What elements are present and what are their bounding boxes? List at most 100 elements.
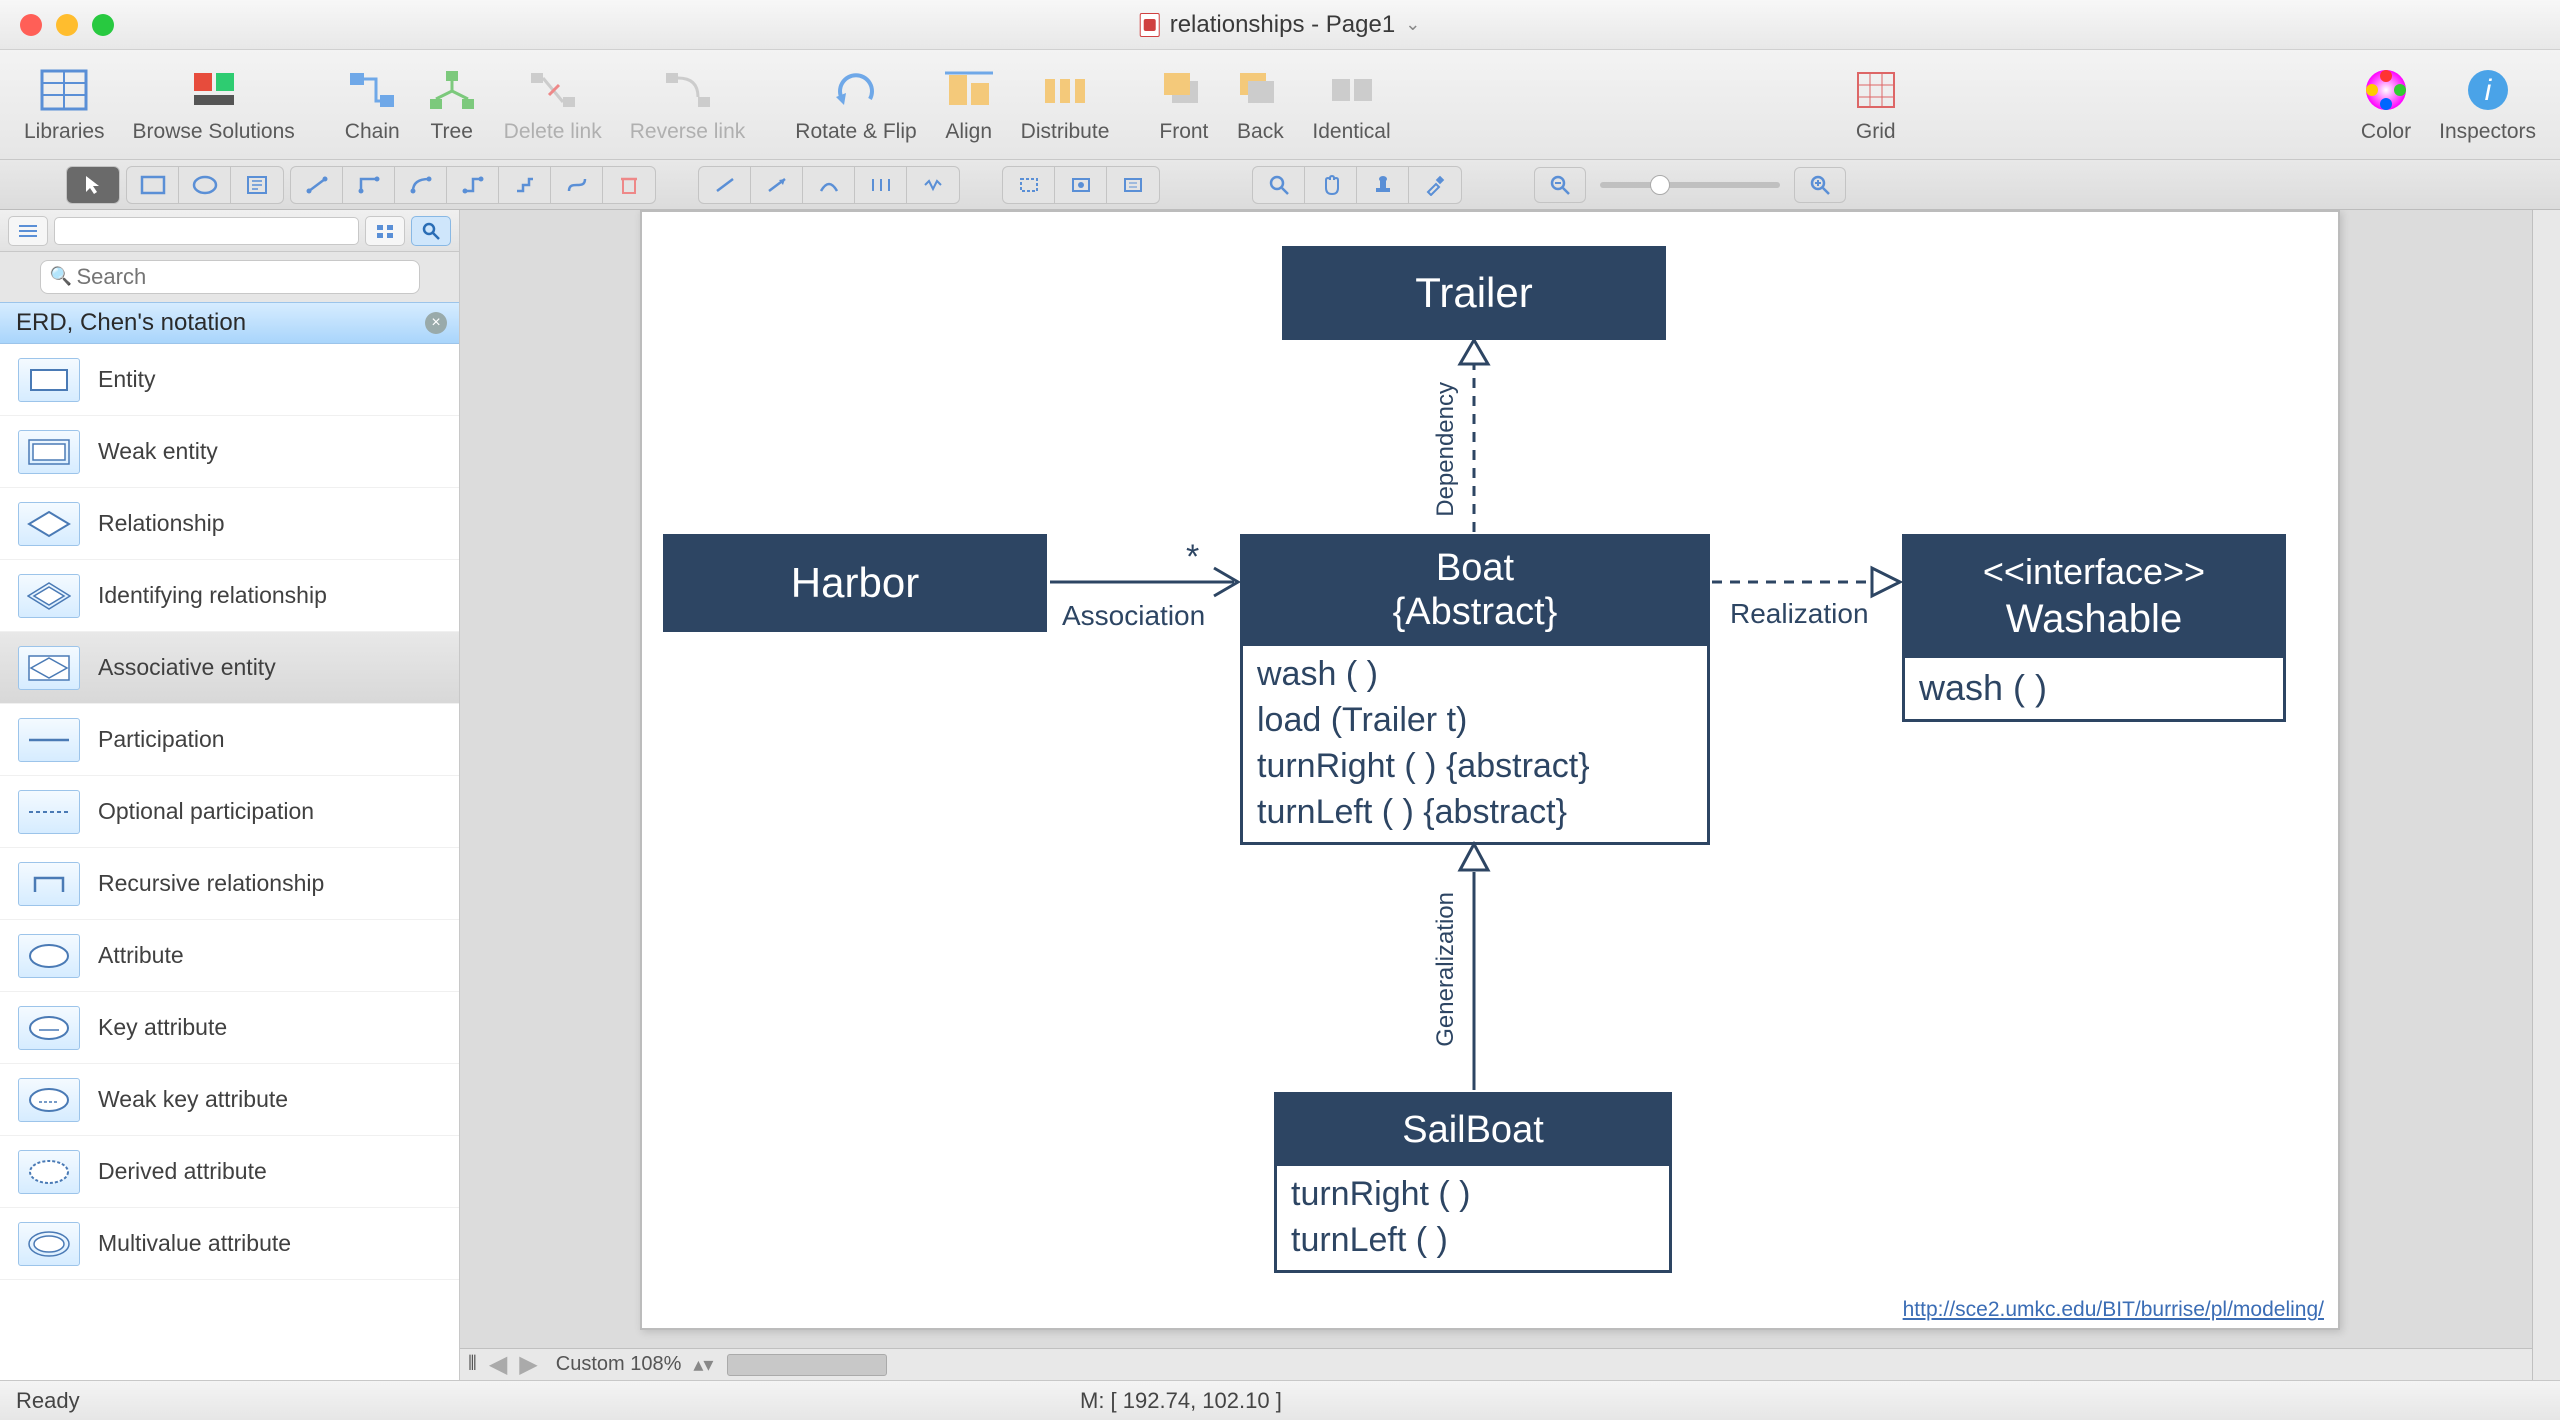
delete-link-icon: [529, 66, 577, 114]
status-ready: Ready: [16, 1388, 80, 1414]
sidebar-item-recursive-relationship[interactable]: Recursive relationship: [0, 848, 459, 920]
tree-button[interactable]: Tree: [418, 62, 486, 148]
browse-solutions-button[interactable]: Browse Solutions: [123, 62, 305, 148]
line-tool-1[interactable]: [699, 167, 751, 203]
sidebar-item-optional-participation[interactable]: Optional participation: [0, 776, 459, 848]
inspectors-button[interactable]: iInspectors: [2429, 62, 2546, 148]
connector-1[interactable]: [291, 167, 343, 203]
sidebar-top-controls: [0, 210, 459, 252]
boat-methods: wash ( ) load (Trailer t) turnRight ( ) …: [1243, 646, 1707, 842]
label-association: Association: [1062, 600, 1205, 632]
node-sailboat[interactable]: SailBoat turnRight ( ) turnLeft ( ): [1274, 1092, 1672, 1273]
front-icon: [1160, 66, 1208, 114]
chain-button[interactable]: Chain: [335, 62, 410, 148]
sidebar-toggle-button[interactable]: [8, 216, 48, 246]
sidebar-grid-view-button[interactable]: [365, 216, 405, 246]
pointer-tool[interactable]: [67, 167, 119, 203]
footer-link[interactable]: http://sce2.umkc.edu/BIT/burrise/pl/mode…: [1903, 1298, 2324, 1322]
zoom-slider-thumb[interactable]: [1650, 175, 1670, 195]
zoom-out-button[interactable]: [1534, 167, 1586, 203]
washable-methods: wash ( ): [1905, 658, 2283, 719]
zoom-stepper-icon[interactable]: ▴▾: [693, 1352, 713, 1377]
sidebar-item-key-attribute[interactable]: Key attribute: [0, 992, 459, 1064]
sidebar: ERD, Chen's notation × Entity Weak entit…: [0, 210, 460, 1380]
canvas-area[interactable]: Trailer Harbor Boat {Abstract} wash ( ) …: [460, 210, 2532, 1380]
zoom-readout[interactable]: Custom 108%: [556, 1353, 682, 1376]
sidebar-item-associative-entity[interactable]: Associative entity: [0, 632, 459, 704]
node-washable[interactable]: <<interface>> Washable wash ( ): [1902, 534, 2286, 722]
connector-2[interactable]: [343, 167, 395, 203]
stamp-tool[interactable]: [1357, 167, 1409, 203]
titlebar: relationships - Page1 ⌄: [0, 0, 2560, 50]
connector-delete[interactable]: [603, 167, 655, 203]
multiplicity-star: *: [1186, 538, 1199, 577]
line-tool-2[interactable]: [751, 167, 803, 203]
sidebar-item-multivalue-attribute[interactable]: Multivalue attribute: [0, 1208, 459, 1280]
chevron-down-icon: ⌄: [1405, 14, 1420, 35]
line-tool-5[interactable]: [907, 167, 959, 203]
zoom-in-button[interactable]: [1794, 167, 1846, 203]
sidebar-item-identifying-relationship[interactable]: Identifying relationship: [0, 560, 459, 632]
browse-solutions-icon: [190, 66, 238, 114]
prev-page-button[interactable]: ◀: [489, 1350, 507, 1379]
grid-button[interactable]: Grid: [1842, 62, 1910, 148]
close-window-button[interactable]: [20, 14, 42, 36]
connector-3[interactable]: [395, 167, 447, 203]
align-icon: [945, 66, 993, 114]
bottom-handle-icon[interactable]: ⦀: [468, 1353, 477, 1376]
edit-tool-1[interactable]: [1003, 167, 1055, 203]
hscrollbar[interactable]: [727, 1354, 887, 1376]
color-icon: [2362, 66, 2410, 114]
label-generalization: Generalization: [1432, 892, 1460, 1047]
identical-button[interactable]: Identical: [1302, 62, 1400, 148]
align-button[interactable]: Align: [935, 62, 1003, 148]
node-trailer[interactable]: Trailer: [1282, 246, 1666, 340]
vertical-scrollbar[interactable]: [2532, 210, 2560, 1380]
maximize-window-button[interactable]: [92, 14, 114, 36]
rotate-flip-button[interactable]: Rotate & Flip: [785, 62, 926, 148]
edit-tool-3[interactable]: [1107, 167, 1159, 203]
connector-5[interactable]: [499, 167, 551, 203]
sidebar-section-header[interactable]: ERD, Chen's notation ×: [0, 302, 459, 344]
zoom-tool[interactable]: [1253, 167, 1305, 203]
connector-4[interactable]: [447, 167, 499, 203]
sidebar-item-entity[interactable]: Entity: [0, 344, 459, 416]
washable-header: <<interface>> Washable: [1905, 537, 2283, 658]
color-button[interactable]: Color: [2351, 62, 2421, 148]
line-tool-3[interactable]: [803, 167, 855, 203]
line-tool-4[interactable]: [855, 167, 907, 203]
search-input[interactable]: [40, 260, 420, 294]
back-button[interactable]: Back: [1226, 62, 1294, 148]
sidebar-filter-input[interactable]: [54, 217, 359, 245]
sidebar-item-weak-key-attribute[interactable]: Weak key attribute: [0, 1064, 459, 1136]
tree-icon: [428, 66, 476, 114]
canvas-page[interactable]: Trailer Harbor Boat {Abstract} wash ( ) …: [640, 210, 2340, 1330]
eyedropper-tool[interactable]: [1409, 167, 1461, 203]
node-boat[interactable]: Boat {Abstract} wash ( ) load (Trailer t…: [1240, 534, 1710, 845]
next-page-button[interactable]: ▶: [519, 1350, 537, 1379]
canvas-bottom-bar: ⦀ ◀ ▶ Custom 108% ▴▾: [460, 1348, 2532, 1380]
libraries-button[interactable]: Libraries: [14, 62, 115, 148]
sidebar-item-relationship[interactable]: Relationship: [0, 488, 459, 560]
sidebar-item-weak-entity[interactable]: Weak entity: [0, 416, 459, 488]
node-harbor[interactable]: Harbor: [663, 534, 1047, 632]
edit-tool-2[interactable]: [1055, 167, 1107, 203]
rect-tool[interactable]: [127, 167, 179, 203]
ellipse-tool[interactable]: [179, 167, 231, 203]
front-button[interactable]: Front: [1149, 62, 1218, 148]
minimize-window-button[interactable]: [56, 14, 78, 36]
zoom-slider[interactable]: [1600, 182, 1780, 188]
connector-6[interactable]: [551, 167, 603, 203]
text-tool[interactable]: [231, 167, 283, 203]
close-section-icon[interactable]: ×: [425, 312, 447, 334]
sidebar-item-participation[interactable]: Participation: [0, 704, 459, 776]
distribute-button[interactable]: Distribute: [1011, 62, 1120, 148]
sidebar-search-toggle[interactable]: [411, 216, 451, 246]
window-title[interactable]: relationships - Page1 ⌄: [1140, 11, 1421, 39]
distribute-icon: [1041, 66, 1089, 114]
sidebar-item-derived-attribute[interactable]: Derived attribute: [0, 1136, 459, 1208]
delete-link-button: Delete link: [494, 62, 612, 148]
sidebar-item-attribute[interactable]: Attribute: [0, 920, 459, 992]
back-icon: [1236, 66, 1284, 114]
hand-tool[interactable]: [1305, 167, 1357, 203]
